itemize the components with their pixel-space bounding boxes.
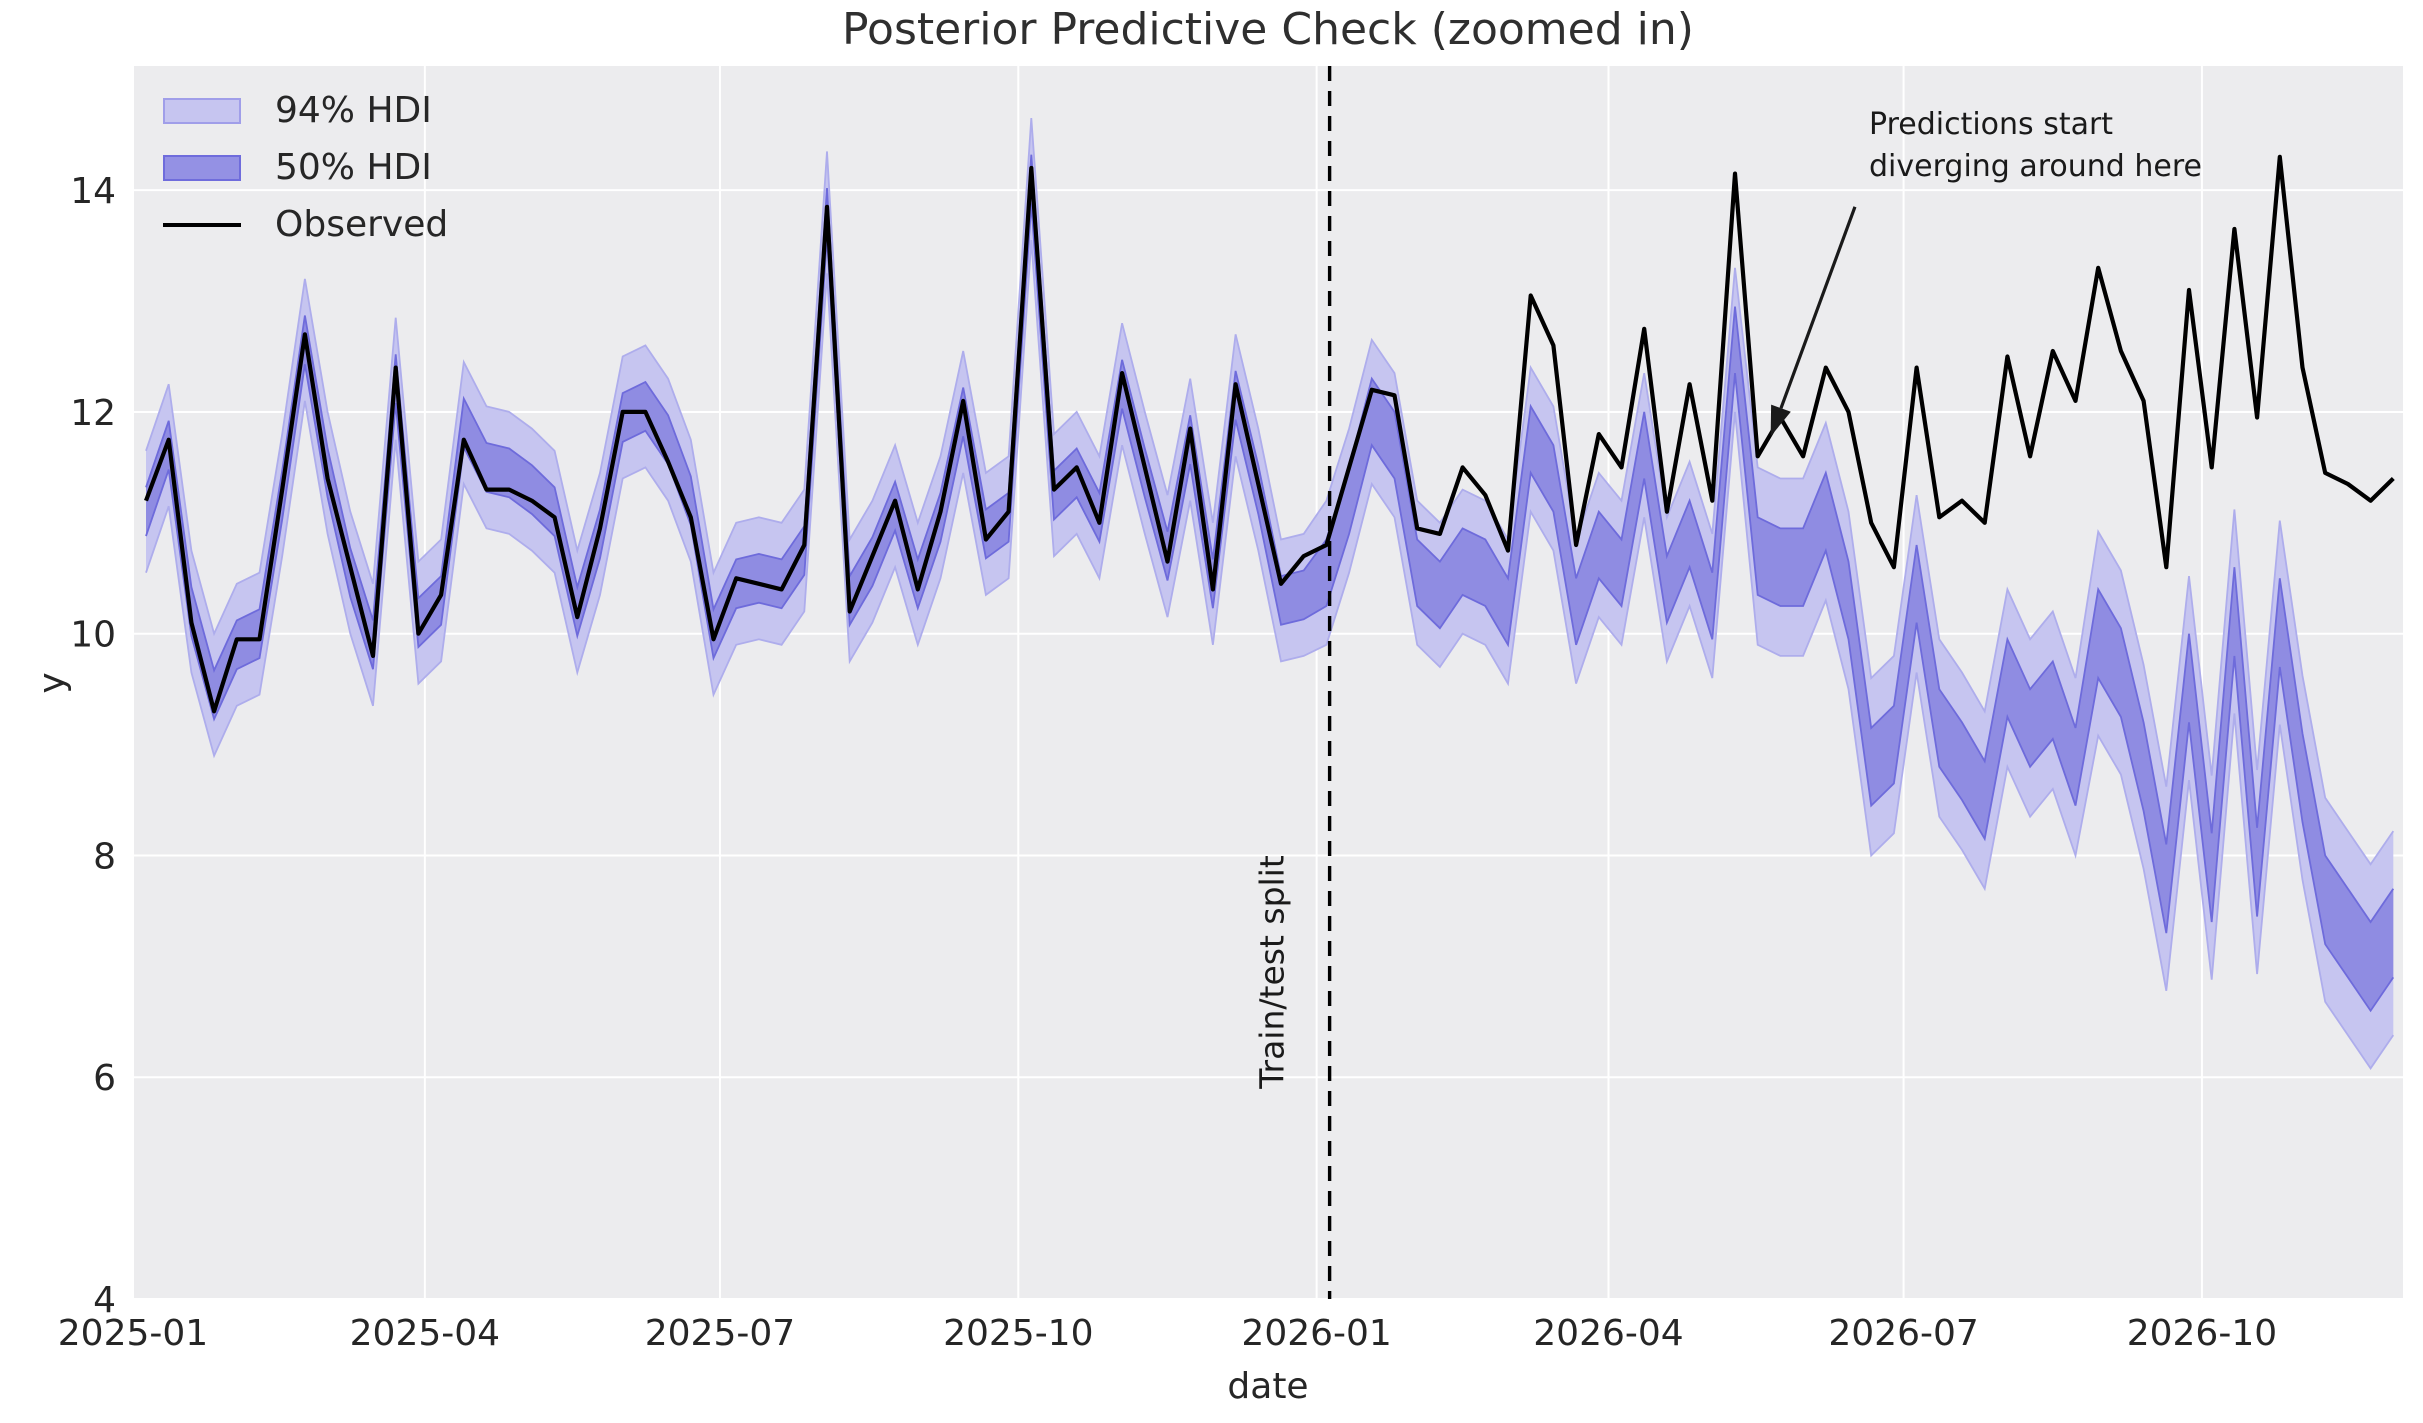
svg-text:6: 6 bbox=[93, 1058, 116, 1099]
observed-line bbox=[144, 154, 2395, 714]
svg-text:2025-04: 2025-04 bbox=[350, 1313, 500, 1354]
hdi50-band-upper-edge bbox=[145, 154, 2395, 924]
svg-text:12: 12 bbox=[70, 393, 116, 434]
svg-text:2025-10: 2025-10 bbox=[943, 1313, 1093, 1354]
y-tick-labels: 4 6 8 10 12 14 bbox=[70, 171, 116, 1321]
train-test-split-label: Train/test split bbox=[1252, 855, 1292, 1089]
legend-label: 50% HDI bbox=[275, 147, 432, 188]
x-axis-label: date bbox=[1227, 1366, 1309, 1407]
hdi94-swatch-icon bbox=[163, 97, 241, 124]
svg-text:14: 14 bbox=[70, 171, 116, 212]
legend-label: 94% HDI bbox=[275, 90, 432, 131]
x-tick-labels: 2025-01 2025-04 2025-07 2025-10 2026-01 2026-… bbox=[58, 1313, 2277, 1354]
annotation-line-1: Predictions start bbox=[1869, 107, 2114, 142]
hdi94-band bbox=[146, 118, 2394, 1069]
legend: 94% HDI 50% HDI Observed bbox=[163, 90, 448, 245]
svg-text:2026-01: 2026-01 bbox=[1241, 1313, 1391, 1354]
svg-text:2026-10: 2026-10 bbox=[2127, 1313, 2277, 1354]
observed-line-swatch-icon bbox=[163, 222, 241, 227]
hdi94-band-lower-edge bbox=[145, 240, 2395, 1070]
arrow-head-icon bbox=[1770, 404, 1791, 437]
annotation-text: Predictions start diverging around here bbox=[1869, 104, 2202, 188]
svg-text:2025-07: 2025-07 bbox=[645, 1313, 795, 1354]
svg-text:2025-01: 2025-01 bbox=[58, 1313, 208, 1354]
svg-text:2026-04: 2026-04 bbox=[1533, 1313, 1683, 1354]
annotation-line-2: diverging around here bbox=[1869, 149, 2202, 184]
svg-text:8: 8 bbox=[93, 836, 116, 877]
hdi50-band-lower-edge bbox=[145, 203, 2395, 1013]
legend-label: Observed bbox=[275, 204, 449, 245]
y-axis-label: y bbox=[31, 672, 73, 694]
svg-text:10: 10 bbox=[70, 615, 116, 656]
svg-text:4: 4 bbox=[93, 1280, 116, 1321]
hdi50-swatch-icon bbox=[163, 154, 241, 181]
legend-item-50-hdi: 50% HDI bbox=[163, 147, 448, 188]
hdi94-band-upper-edge bbox=[145, 118, 2395, 866]
annotation-arrow bbox=[1770, 206, 1857, 437]
legend-item-94-hdi: 94% HDI bbox=[163, 90, 448, 131]
legend-item-observed: Observed bbox=[163, 204, 448, 245]
svg-text:2026-07: 2026-07 bbox=[1828, 1313, 1978, 1354]
chart-title: Posterior Predictive Check (zoomed in) bbox=[842, 4, 1694, 55]
